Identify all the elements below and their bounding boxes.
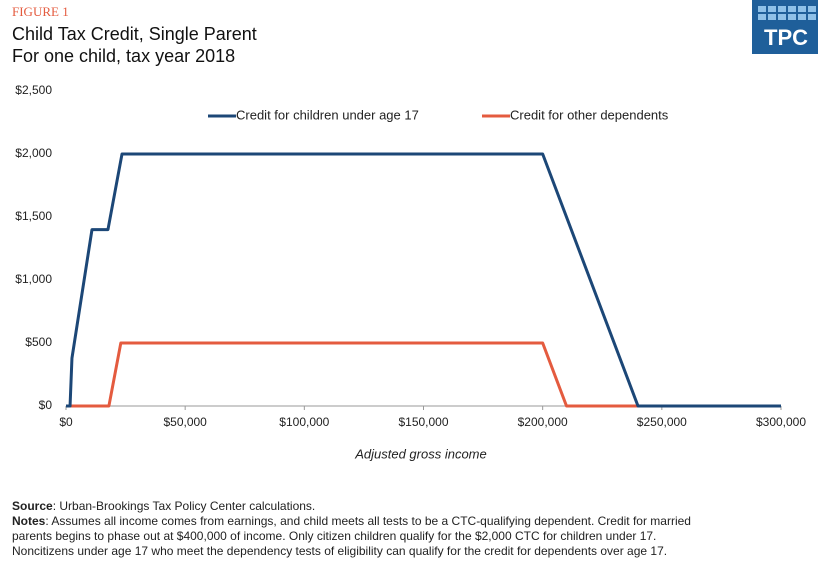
y-tick-label: $1,000 [15,272,52,286]
x-tick-label: $50,000 [163,415,207,429]
logo-text: TPC [764,25,808,50]
series-line [66,341,781,408]
source-text: : Urban-Brookings Tax Policy Center calc… [53,499,316,513]
y-tick-label: $2,500 [15,83,52,97]
source: Source: Urban-Brookings Tax Policy Cente… [12,499,315,513]
series-line [66,152,781,408]
notes-text: : Assumes all income comes from earnings… [45,514,691,528]
notes-line: parents begins to phase out at $400,000 … [12,529,656,543]
figure-label: FIGURE 1 [12,4,69,19]
notes-line: Noncitizens under age 17 who meet the de… [12,544,667,558]
legend-label: Credit for other dependents [510,107,669,122]
source-label: Source [12,499,53,513]
logo-squares [758,6,816,20]
x-axis-label: Adjusted gross income [354,446,487,461]
logo: TPC [752,0,818,54]
chart-subtitle: For one child, tax year 2018 [12,46,235,66]
y-tick-label: $0 [39,398,53,412]
y-tick-label: $1,500 [15,209,52,223]
x-tick-label: $200,000 [518,415,568,429]
y-tick-label: $2,000 [15,146,52,160]
chart-title: Child Tax Credit, Single Parent [12,24,257,44]
notes: Notes: Assumes all income comes from ear… [12,514,691,528]
y-tick-label: $500 [25,335,52,349]
legend-label: Credit for children under age 17 [236,107,419,122]
notes-label: Notes [12,514,46,528]
x-tick-label: $250,000 [637,415,687,429]
x-tick-label: $0 [59,415,73,429]
x-tick-label: $300,000 [756,415,806,429]
x-tick-label: $150,000 [398,415,448,429]
x-tick-label: $100,000 [279,415,329,429]
